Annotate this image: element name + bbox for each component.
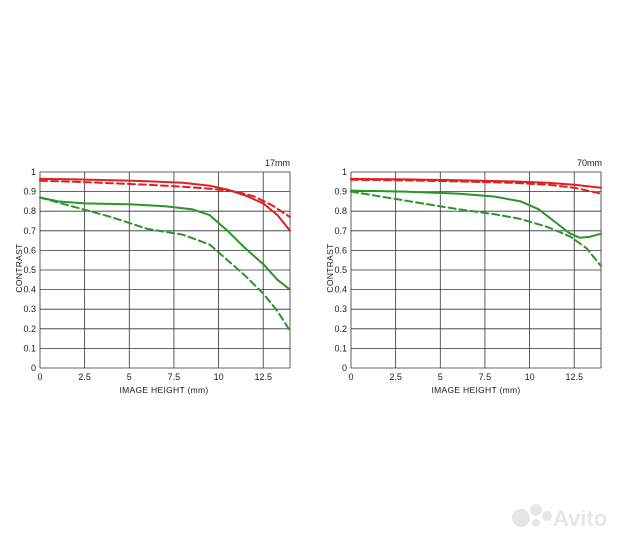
y-tick-label: 0.5 [23, 265, 36, 275]
avito-watermark: Avito [512, 504, 607, 531]
avito-dots-icon [512, 504, 552, 527]
y-tick-label: 0.7 [23, 226, 36, 236]
red-solid-mtf-curve [39, 177, 291, 232]
x-tick-label: 10 [214, 372, 224, 382]
y-axis-label: CONTRAST [325, 243, 335, 292]
y-tick-label: 1 [342, 167, 347, 177]
y-tick-label: 0.4 [334, 285, 347, 295]
x-tick-label: 5 [127, 372, 132, 382]
y-tick-label: 0.6 [23, 245, 36, 255]
x-axis-label: IMAGE HEIGHT (mm) [120, 385, 209, 395]
focal-length-label: 70mm [577, 158, 602, 168]
y-tick-label: 0 [342, 363, 347, 373]
green-solid-mtf-curve [39, 196, 291, 291]
avito-watermark-text: Avito [553, 506, 607, 531]
x-tick-label: 5 [438, 372, 443, 382]
green-solid-mtf-curve [350, 189, 602, 239]
x-tick-label: 7.5 [168, 372, 181, 382]
y-tick-label: 0.4 [23, 285, 36, 295]
y-tick-label: 0.9 [23, 187, 36, 197]
red-dashed-mtf-curve [350, 178, 602, 195]
mtf-chart-17mm: CONTRAST IMAGE HEIGHT (mm) 17mm 0 0.1 0.2 0… [14, 158, 291, 395]
y-axis-label: CONTRAST [14, 243, 24, 292]
x-tick-label: 2.5 [78, 372, 91, 382]
y-tick-label: 0.2 [334, 324, 347, 334]
y-tick-label: 1 [31, 167, 36, 177]
y-tick-label: 0.3 [334, 304, 347, 314]
y-tick-label: 0 [31, 363, 36, 373]
y-tick-label: 0.5 [334, 265, 347, 275]
x-axis-label: IMAGE HEIGHT (mm) [432, 385, 521, 395]
y-tick-label: 0.1 [23, 343, 36, 353]
y-tick-label: 0.8 [23, 206, 36, 216]
y-tick-label: 0.1 [334, 343, 347, 353]
red-dashed-mtf-curve [39, 179, 291, 219]
x-tick-label: 0 [348, 372, 353, 382]
y-tick-label: 0.3 [23, 304, 36, 314]
x-tick-label: 0 [37, 372, 42, 382]
focal-length-label: 17mm [265, 158, 290, 168]
y-tick-label: 0.9 [334, 187, 347, 197]
mtf-chart-70mm: CONTRAST IMAGE HEIGHT (mm) 70mm 0 0.1 0.2 0… [325, 158, 602, 395]
green-dashed-mtf-curve [350, 190, 602, 268]
red-solid-mtf-curve [350, 177, 602, 189]
y-tick-label: 0.7 [334, 226, 347, 236]
y-tick-label: 0.6 [334, 245, 347, 255]
y-tick-label: 0.8 [334, 206, 347, 216]
x-tick-label: 10 [525, 372, 535, 382]
green-dashed-mtf-curve [39, 196, 291, 332]
x-tick-label: 12.5 [565, 372, 583, 382]
x-tick-label: 12.5 [254, 372, 272, 382]
x-tick-label: 7.5 [479, 372, 492, 382]
y-tick-label: 0.2 [23, 324, 36, 334]
x-tick-label: 2.5 [389, 372, 402, 382]
